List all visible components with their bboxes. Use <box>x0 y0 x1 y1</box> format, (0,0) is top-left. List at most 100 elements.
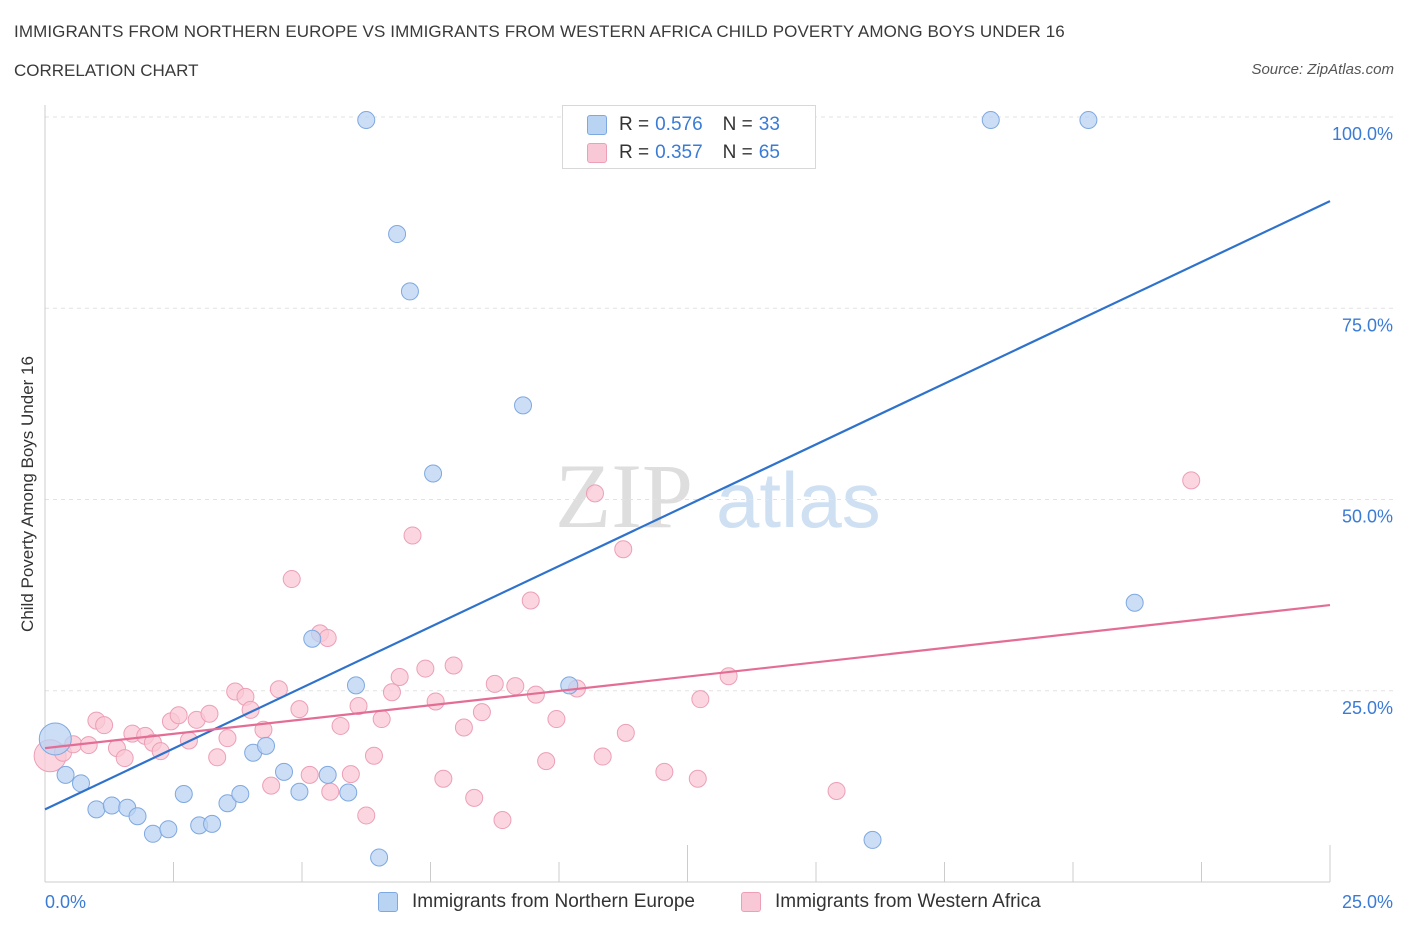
legend-label: Immigrants from Northern Europe <box>412 891 695 912</box>
western-africa-point <box>218 729 237 748</box>
y-tick-label: 75.0% <box>1342 315 1393 335</box>
western-africa-point <box>403 526 422 545</box>
r-value: 0.576 <box>655 114 703 135</box>
northern-europe-point <box>863 830 882 849</box>
northern-europe-point <box>257 736 276 755</box>
northern-europe-point <box>218 794 237 813</box>
northern-europe-point <box>339 783 358 802</box>
watermark-zip: ZIP <box>555 445 693 547</box>
western-africa-point <box>655 762 674 781</box>
data-points <box>33 111 1201 867</box>
western-africa-point <box>416 659 435 678</box>
northern-europe-point <box>38 722 72 756</box>
western-africa-point <box>537 752 556 771</box>
western-africa-point <box>688 769 707 788</box>
x-tick-label: 25.0% <box>1342 892 1393 912</box>
gridlines <box>45 116 1393 692</box>
northern-europe-point <box>231 785 250 804</box>
western-africa-point <box>169 706 188 725</box>
western-africa-point <box>372 710 391 729</box>
western-africa-point <box>390 667 409 686</box>
chart-subtitle: CORRELATION CHART <box>14 61 199 80</box>
northern-europe-point <box>87 800 106 819</box>
western-africa-point <box>282 570 301 589</box>
western-africa-point <box>547 710 566 729</box>
western-africa-point <box>454 718 473 737</box>
y-tick-label: 25.0% <box>1342 698 1393 718</box>
western-africa-point <box>321 782 340 801</box>
western-africa-point <box>290 700 309 719</box>
western-africa-point <box>318 628 337 647</box>
northern-europe-point <box>400 282 419 301</box>
western-africa-point <box>382 683 401 702</box>
northern-europe-point <box>346 676 365 695</box>
trend-lines <box>44 200 1331 811</box>
blue-swatch-icon <box>587 115 607 135</box>
northern-europe-point <box>1079 111 1098 130</box>
northern-europe-point <box>318 765 337 784</box>
northern-europe-point <box>174 785 193 804</box>
source-credit: Source: ZipAtlas.com <box>1251 61 1394 78</box>
western-africa-point <box>262 776 281 795</box>
legend-item-western-africa[interactable]: Immigrants from Western Africa <box>741 890 1041 914</box>
western-africa-point <box>115 749 134 768</box>
n-value: 65 <box>758 142 780 163</box>
western-africa-point <box>364 746 383 765</box>
chart-title: IMMIGRANTS FROM NORTHERN EUROPE VS IMMIG… <box>14 22 1065 41</box>
western-africa-point <box>341 765 360 784</box>
n-label: N = <box>722 114 753 135</box>
legend-item-northern-europe[interactable]: Immigrants from Northern Europe <box>378 890 695 914</box>
western-africa-point <box>357 806 376 825</box>
northern-europe-point <box>303 629 322 648</box>
western-africa-point <box>331 716 350 735</box>
northern-europe-trend-line <box>44 200 1331 811</box>
legend-label: Immigrants from Western Africa <box>775 891 1041 912</box>
northern-europe-point <box>388 225 407 244</box>
northern-europe-point <box>275 762 294 781</box>
r-label: R = <box>619 142 650 163</box>
northern-europe-point <box>56 765 75 784</box>
western-africa-point <box>506 677 525 696</box>
northern-europe-point <box>203 814 222 833</box>
western-africa-point <box>200 704 219 723</box>
y-tick-label: 50.0% <box>1342 507 1393 527</box>
western-africa-point <box>493 811 512 830</box>
northern-europe-point <box>159 820 178 839</box>
western-africa-point <box>616 723 635 742</box>
northern-europe-point <box>290 782 309 801</box>
x-tick-label: 0.0% <box>45 892 86 912</box>
legend-row-northern-europe: R = 0.576 N = 33 <box>587 113 780 137</box>
western-africa-point <box>465 788 484 807</box>
western-africa-point <box>300 765 319 784</box>
western-africa-point <box>593 747 612 766</box>
western-africa-point <box>585 484 604 503</box>
western-africa-point <box>95 716 114 735</box>
western-africa-point <box>79 736 98 755</box>
western-africa-point <box>521 591 540 610</box>
y-axis-label: Child Poverty Among Boys Under 16 <box>18 356 37 632</box>
northern-europe-point <box>424 464 443 483</box>
northern-europe-point <box>128 807 147 826</box>
western-africa-point <box>426 692 445 711</box>
stats-legend: R = 0.576 N = 33 R = 0.357 N = 65 <box>562 105 816 169</box>
western-africa-trend-line <box>44 603 1331 750</box>
northern-europe-point <box>357 111 376 130</box>
blue-swatch-icon <box>378 892 398 912</box>
legend-row-western-africa: R = 0.357 N = 65 <box>587 141 780 165</box>
northern-europe-point <box>143 824 162 843</box>
northern-europe-point <box>514 396 533 415</box>
northern-europe-point <box>370 848 389 867</box>
western-africa-point <box>434 769 453 788</box>
western-africa-point <box>349 697 368 716</box>
western-africa-point <box>614 540 633 559</box>
zipatlas-watermark: ZIP atlas <box>555 445 881 547</box>
northern-europe-point <box>981 111 1000 130</box>
r-value: 0.357 <box>655 142 703 163</box>
northern-europe-point <box>1125 593 1144 612</box>
western-africa-point <box>208 748 227 767</box>
n-value: 33 <box>758 114 780 135</box>
western-africa-point <box>691 690 710 709</box>
r-label: R = <box>619 114 650 135</box>
western-africa-point <box>827 781 846 800</box>
